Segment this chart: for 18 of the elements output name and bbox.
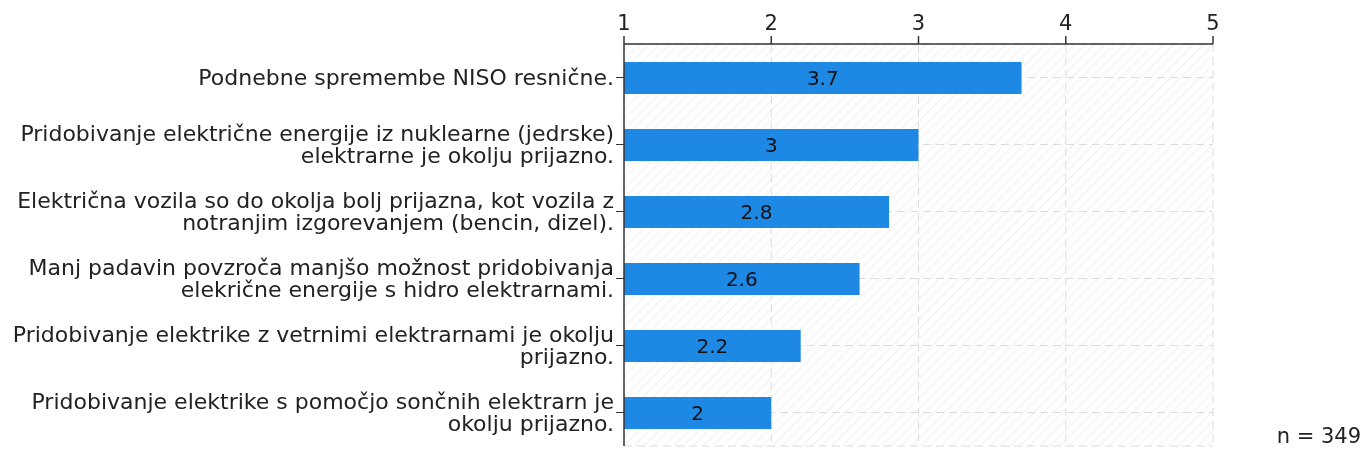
data-label: 2 <box>691 401 704 426</box>
x-tick-label: 3 <box>911 11 926 35</box>
x-tick-label: 1 <box>617 11 631 35</box>
data-label: 3 <box>764 133 778 158</box>
y-tick-label: Podnebne spremembe NISO resnične. <box>198 65 614 91</box>
data-label: 2.6 <box>725 267 758 292</box>
text: n = 349 <box>1276 424 1361 448</box>
data-label: 2.2 <box>696 334 729 359</box>
x-tick-label: 5 <box>1206 11 1220 35</box>
y-tick-label: Pridobivanje elektrike s pomočjo sončnih elektrarn je okolju prijazno. <box>31 389 614 437</box>
y-tick-label: Pridobivanje električne energije iz nuklearne (jedrske) elektrarne je okolju prijazno. <box>20 121 614 169</box>
data-label: 3.7 <box>806 66 839 91</box>
x-tick-label: 2 <box>764 11 778 35</box>
y-tick-label: Pridobivanje elektrike z vetrnimi elektrarnami je okolju prijazno. <box>12 322 614 370</box>
x-tick-label: 4 <box>1059 11 1073 35</box>
y-tick-label: Električna vozila so do okolja bolj prijazna, kot vozila z notranjim izgorevanjem (bencin, dizel). <box>17 188 614 236</box>
y-tick-label: Manj padavin povzroča manjšo možnost pridobivanja elekrične energije s hidro elektrarnami. <box>28 255 614 303</box>
data-label: 2.8 <box>740 200 773 225</box>
